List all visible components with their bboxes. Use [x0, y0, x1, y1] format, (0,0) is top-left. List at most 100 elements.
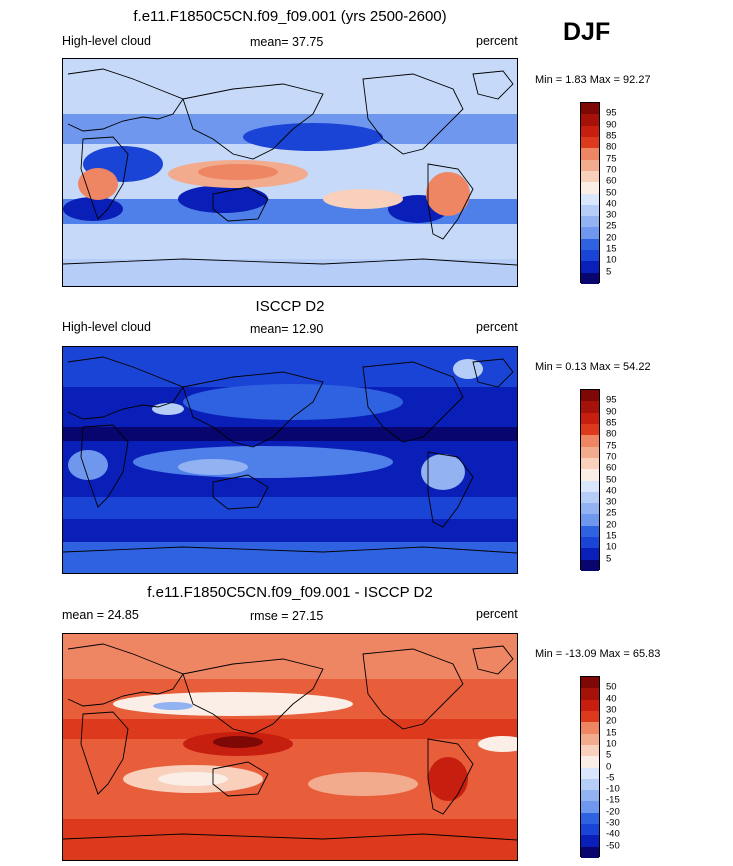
panel3-colorbar-tick-label: -5	[606, 772, 615, 784]
panel3-negative-patch	[153, 702, 193, 710]
season-label: DJF	[563, 18, 611, 46]
panel2-colorbar-tick-label: 25	[606, 507, 617, 519]
panel3-colorbar-tick-label: -50	[606, 840, 620, 852]
panel1-map	[62, 58, 518, 287]
panel3-colorbar-tick-label: -20	[606, 806, 620, 818]
panel3-colorbar-segment	[581, 767, 599, 779]
panel3-colorbar-tick-label: 40	[606, 693, 617, 705]
panel2-colorbar-segment	[581, 401, 599, 413]
panel1-africa-high	[78, 168, 118, 200]
panel3-colorbar-segment	[581, 824, 599, 836]
panel2-title: ISCCP D2	[255, 298, 325, 315]
panel3-colorbar-tick-label: -10	[606, 783, 620, 795]
panel3-colorbar-segment	[581, 756, 599, 768]
panel3-polar-band	[63, 819, 517, 860]
panel1-colorbar-tick-label: 95	[606, 107, 617, 119]
panel2-colorbar-tick-label: 60	[606, 462, 617, 474]
panel2-colorbar-segment	[581, 412, 599, 424]
panel3-colorbar-tick-label: 10	[606, 738, 617, 750]
panel2-colorbar-segment	[581, 503, 599, 515]
panel1-colorbar-tick-label: 10	[606, 254, 617, 266]
panel2-coastlines	[63, 356, 517, 554]
panel1-colorbar-tick-label: 70	[606, 164, 617, 176]
panel2-colorbar-tick-label: 50	[606, 474, 617, 485]
panel2-colorbar-tick-label: 90	[606, 406, 617, 418]
panel1-colorbar-tick-label: 20	[606, 232, 617, 244]
panel3-colorbar-segment	[581, 801, 599, 813]
panel1-west-low	[63, 197, 123, 221]
panel3-colorbar-tick-label: 50	[606, 681, 617, 693]
panel1-title: f.e11.F1850C5CN.f09_f09.001 (yrs 2500-26…	[133, 8, 447, 25]
panel1-coastlines	[63, 68, 517, 266]
panel1-colorbar	[580, 102, 600, 284]
panel3-nh-band	[63, 634, 517, 679]
panel1-indian-low	[178, 185, 268, 213]
panel2-colorbar-tick-label: 95	[606, 394, 617, 406]
panel1-colorbar-segment	[581, 148, 599, 160]
panel3-colorbar-segment	[581, 677, 599, 689]
panel1-colorbar-tick-label: 40	[606, 198, 617, 210]
panel2-colorbar-segment	[581, 537, 599, 549]
panel1-colorbar-segment	[581, 261, 599, 273]
panel3-atlantic-neutral	[478, 736, 517, 752]
panel1-colorbar-tick-label: 60	[606, 175, 617, 187]
panel3-colorbar-segment	[581, 722, 599, 734]
panel1-colorbar-segment	[581, 250, 599, 262]
panel3-colorbar-segment	[581, 790, 599, 802]
panel3-mean-label: mean = 24.85	[62, 608, 139, 622]
panel3-amazon-high	[428, 757, 468, 801]
panel2-nh-band	[63, 347, 517, 387]
panel3-colorbar-segment	[581, 835, 599, 847]
panel1-map-svg	[63, 59, 517, 286]
panel3-colorbar-segment	[581, 688, 599, 700]
panel1-colorbar-tick-label: 5	[606, 266, 612, 278]
panel1-colorbar-segment	[581, 227, 599, 239]
panel1-pacific-low	[243, 123, 383, 151]
panel1-colorbar-tick-label: 75	[606, 153, 617, 165]
panel2-variable-label: High-level cloud	[62, 320, 151, 334]
panel2-sh-band	[63, 497, 517, 519]
panel2-colorbar-segment	[581, 423, 599, 436]
panel2-colorbar-tick-label: 15	[606, 530, 617, 542]
panel2-colorbar-segment	[581, 469, 599, 481]
panel1-spcz-high	[323, 189, 403, 209]
panel1-colorbar-segment	[581, 170, 599, 183]
panel2-warm-pool-core	[178, 459, 248, 475]
panel3-units-label: percent	[476, 607, 518, 621]
panel1-colorbar-segment	[581, 216, 599, 228]
panel3-colorbar-segment	[581, 778, 599, 791]
panel2-colorbar-tick-label: 20	[606, 519, 617, 531]
panel3-colorbar-tick-label: -40	[606, 828, 620, 840]
panel2-colorbar-tick-label: 75	[606, 440, 617, 452]
panel3-colorbar-segment	[581, 733, 599, 745]
panel3-colorbar-segment	[581, 699, 599, 711]
panel3-colorbar-segment	[581, 846, 599, 858]
panel1-colorbar-segment	[581, 103, 599, 115]
panel1-colorbar-tick-label: 90	[606, 119, 617, 131]
panel3-colorbar-tick-label: 15	[606, 727, 617, 739]
panel1-minmax: Min = 1.83 Max = 92.27	[535, 74, 651, 86]
panel2-colorbar-segment	[581, 525, 599, 538]
panel3-colorbar-tick-label: 30	[606, 704, 617, 716]
panel2-nh-storm-track	[183, 384, 403, 420]
panel3-map-svg	[63, 634, 517, 860]
panel1-warm-pool-core	[198, 164, 278, 180]
panel3-colorbar-segment	[581, 744, 599, 757]
panel1-units-label: percent	[476, 34, 518, 48]
panel1-colorbar-segment	[581, 272, 599, 284]
panel2-colorbar-segment	[581, 514, 599, 526]
panel1-polar-band	[63, 259, 517, 286]
panel1-colorbar-tick-label: 25	[606, 220, 617, 232]
panel2-colorbar-tick-label: 5	[606, 553, 612, 565]
panel2-colorbar-segment	[581, 559, 599, 571]
panel1-amazon-high	[426, 172, 470, 216]
panel1-colorbar-tick-label: 30	[606, 209, 617, 221]
panel3-colorbar	[580, 676, 600, 858]
panel3-minmax: Min = -13.09 Max = 65.83	[535, 648, 661, 660]
panel2-colorbar-tick-label: 85	[606, 417, 617, 429]
panel1-colorbar-segment	[581, 136, 599, 149]
panel2-colorbar-box	[580, 389, 600, 571]
panel2-warm-pool	[133, 446, 393, 478]
panel3-colorbar-tick-label: 5	[606, 749, 612, 761]
panel2-colorbar-tick-label: 70	[606, 451, 617, 463]
